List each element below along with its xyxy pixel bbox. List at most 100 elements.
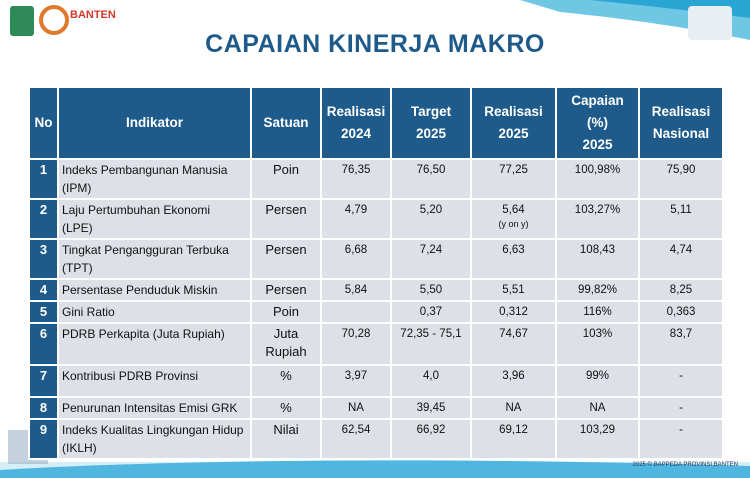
- target-2025: 0,37: [390, 300, 472, 324]
- row-number: 1: [28, 158, 59, 200]
- cell-line: Capaian: [571, 93, 624, 108]
- unit: Poin: [250, 158, 322, 200]
- cell-line: Kontribusi PDRB Provinsi: [62, 369, 199, 383]
- cell-line: (IPM): [62, 181, 92, 195]
- column-header: Satuan: [250, 86, 322, 160]
- unit: Persen: [250, 278, 322, 302]
- cell-line: Indeks Kualitas Lingkungan Hidup: [62, 423, 244, 437]
- indicator: PDRB Perkapita (Juta Rupiah): [57, 322, 252, 366]
- realization-2024: 62,54: [320, 418, 392, 460]
- indicator: Persentase Penduduk Miskin: [57, 278, 252, 302]
- national-realization: 75,90: [638, 158, 724, 200]
- cell-line: Indikator: [125, 115, 183, 130]
- cell-line: (LPE): [62, 221, 93, 235]
- officials-photo: [688, 6, 732, 40]
- realization-2025: 0,312: [470, 300, 557, 324]
- column-header: Realisasi Nasional: [638, 86, 724, 160]
- achievement: 103%: [555, 322, 640, 366]
- cell-line: Rupiah: [265, 344, 307, 359]
- row-number: 9: [28, 418, 59, 460]
- indicator: Penurunan Intensitas Emisi GRK: [57, 396, 252, 420]
- cell-line: 2025: [582, 137, 613, 152]
- achievement: 116%: [555, 300, 640, 324]
- indicator: Indeks Kualitas Lingkungan Hidup (IKLH): [57, 418, 252, 460]
- header-row: No Indikator Satuan Realisasi 2024 Target 2025…: [28, 86, 724, 160]
- target-2025: 66,92: [390, 418, 472, 460]
- cell-line: 5,64: [502, 204, 525, 216]
- target-2025: 5,50: [390, 278, 472, 302]
- unit: Persen: [250, 238, 322, 280]
- achievement: 99%: [555, 364, 640, 398]
- cell-line: Target: [410, 104, 452, 119]
- table-row: 9 Indeks Kualitas Lingkungan Hidup (IKLH) N…: [28, 418, 724, 460]
- title: CAPAIAN KINERJA MAKRO: [205, 30, 545, 58]
- target-2025: 7,24: [390, 238, 472, 280]
- national-realization: 0,363: [638, 300, 724, 324]
- footer-text: 2025 © BAPPEDA PROVINSI BANTEN: [632, 462, 738, 468]
- realization-2025: 3,96: [470, 364, 557, 398]
- table-row: 2 Laju Pertumbuhan Ekonomi (LPE) Persen 4,79…: [28, 198, 724, 240]
- achievement: 103,29: [555, 418, 640, 460]
- table-row: 7 Kontribusi PDRB Provinsi% 3,97 4,0 3,96 99%…: [28, 364, 724, 398]
- cell-line: Laju Pertumbuhan Ekonomi: [62, 203, 211, 217]
- table-row: 5 Gini Ratio Poin 0,37 0,312 116% 0,363: [28, 300, 724, 324]
- cell-line: PDRB Perkapita (Juta Rupiah): [62, 327, 225, 341]
- realization-2025: NA: [470, 396, 557, 420]
- indicator: Laju Pertumbuhan Ekonomi (LPE): [57, 198, 252, 240]
- logo-text: BANTEN: [70, 9, 116, 21]
- row-number: 5: [28, 300, 59, 324]
- indicator: Indeks Pembangunan Manusia (IPM): [57, 158, 252, 200]
- realization-2025: 5,51: [470, 278, 557, 302]
- anniversary-logo: [39, 5, 69, 35]
- unit: Poin: [250, 300, 322, 324]
- cell-line: Realisasi: [651, 104, 711, 119]
- realization-2024: 4,79: [320, 198, 392, 240]
- cell-line: Juta: [273, 326, 299, 341]
- realization-2024: 76,35: [320, 158, 392, 200]
- cell-line: Satuan: [263, 115, 309, 130]
- table-row: 8 Penurunan Intensitas Emisi GRK% NA 39,45 N…: [28, 396, 724, 420]
- cell-line: Realisasi: [484, 104, 543, 119]
- target-2025: 76,50: [390, 158, 472, 200]
- cell-line: (%): [587, 115, 608, 130]
- cell-line: Realisasi: [326, 104, 386, 119]
- national-realization: 83,7: [638, 322, 724, 366]
- cell-line: Tingkat Pengangguran Terbuka: [62, 243, 229, 257]
- realization-2025: 69,12: [470, 418, 557, 460]
- cell-line: (TPT): [62, 261, 93, 275]
- province-emblem: [10, 6, 34, 36]
- column-header: Indikator: [57, 86, 252, 160]
- unit: Persen: [250, 198, 322, 240]
- realization-2024: [320, 300, 392, 324]
- realization-2024: NA: [320, 396, 392, 420]
- target-2025: 4,0: [390, 364, 472, 398]
- achievement: 108,43: [555, 238, 640, 280]
- realization-2024: 70,28: [320, 322, 392, 366]
- target-2025: 39,45: [390, 396, 472, 420]
- target-2025: 5,20: [390, 198, 472, 240]
- realization-2025: 5,64 (y on y): [470, 198, 557, 240]
- cell-line: 2025: [415, 126, 447, 141]
- column-header: No: [28, 86, 59, 160]
- column-header: Capaian (%) 2025: [555, 86, 640, 160]
- row-number: 6: [28, 322, 59, 366]
- column-header: Realisasi 2025: [470, 86, 557, 160]
- realization-2024: 3,97: [320, 364, 392, 398]
- decor-swoosh: [590, 0, 750, 18]
- target-2025: 72,35 - 75,1: [390, 322, 472, 366]
- national-realization: -: [638, 418, 724, 460]
- row-number: 8: [28, 396, 59, 420]
- national-realization: 4,74: [638, 238, 724, 280]
- national-realization: -: [638, 396, 724, 420]
- realization-2025: 6,63: [470, 238, 557, 280]
- unit: Nilai: [250, 418, 322, 460]
- cell-line: No: [34, 115, 53, 130]
- row-number: 3: [28, 238, 59, 280]
- table-row: 3 Tingkat Pengangguran Terbuka (TPT) Persen…: [28, 238, 724, 280]
- realization-2024: 5,84: [320, 278, 392, 302]
- national-realization: 5,11: [638, 198, 724, 240]
- achievement: 100,98%: [555, 158, 640, 200]
- cell-line: 2025: [498, 126, 529, 141]
